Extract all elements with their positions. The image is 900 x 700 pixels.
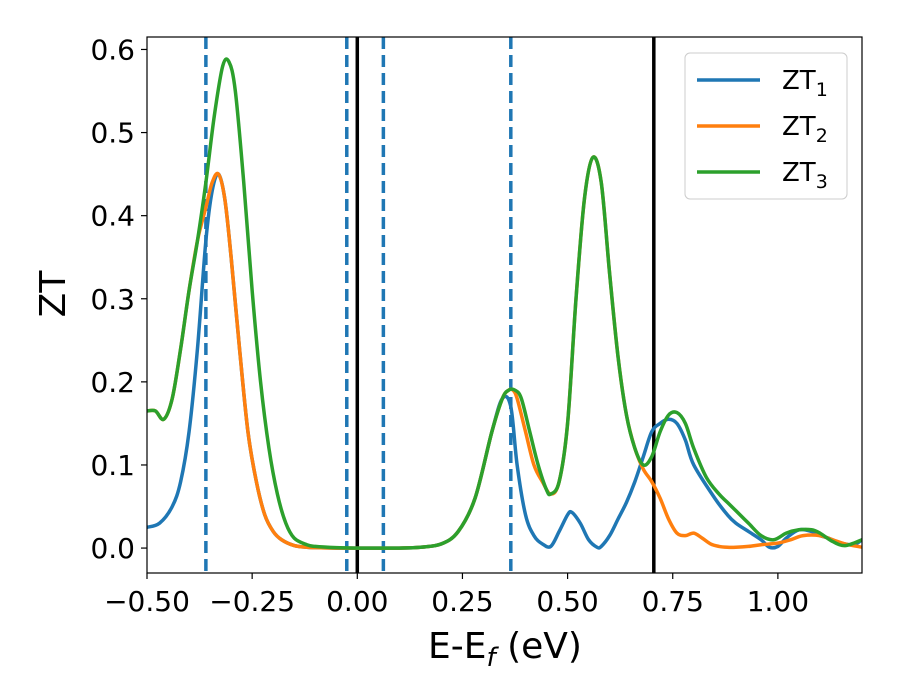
x-tick-label: 1.00: [747, 585, 809, 618]
axes-frame: [146, 36, 863, 574]
x-tick-label: 0.75: [642, 585, 704, 618]
series-line-zt3: [147, 57, 862, 550]
y-tick-label: 0.0: [90, 532, 135, 565]
x-tick-label: −0.50: [104, 585, 190, 618]
y-axis-label: ZT: [33, 270, 74, 318]
axes: −0.50 −0.25 0.00 0.25 0.50 0.75 1.00 0.0 0.1 0.2 0…: [90, 33, 863, 618]
plot-area: [147, 37, 862, 573]
x-tick-label: 0.00: [326, 585, 388, 618]
x-axis-label: E-Ef (eV): [428, 626, 582, 673]
series-line-zt2: [147, 155, 862, 550]
y-tick-label: 0.6: [90, 33, 135, 66]
series-line-zt1: [147, 172, 862, 550]
y-tick-label: 0.2: [90, 366, 135, 399]
legend-label-zt3: ZT3: [782, 158, 828, 193]
y-tick-label: 0.4: [90, 200, 135, 233]
x-tick-label: 0.25: [431, 585, 493, 618]
y-tick-label: 0.5: [90, 117, 135, 150]
y-tick-label: 0.3: [90, 283, 135, 316]
legend: ZT1 ZT2 ZT3: [684, 52, 848, 200]
legend-label-zt2: ZT2: [782, 112, 828, 147]
x-tick-label: 0.50: [536, 585, 598, 618]
x-tick-label: −0.25: [209, 585, 295, 618]
y-tick-label: 0.1: [90, 449, 135, 482]
legend-label-zt1: ZT1: [782, 66, 828, 101]
legend-frame: [684, 52, 848, 200]
